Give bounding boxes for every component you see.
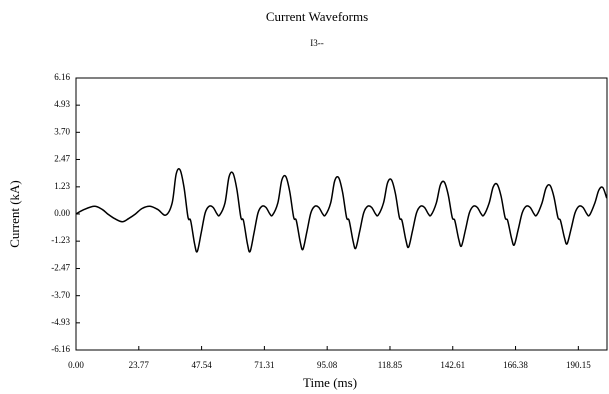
x-tick-label: 0.00 [68, 360, 84, 370]
y-axis-label: Current (kA) [7, 180, 22, 248]
x-axis-label: Time (ms) [303, 375, 357, 390]
x-tick-label: 23.77 [129, 360, 150, 370]
chart-title: Current Waveforms [266, 9, 368, 24]
waveform-line [75, 168, 608, 253]
y-tick-label: -2.47 [51, 263, 70, 273]
y-tick-label: 0.00 [54, 208, 70, 218]
y-tick-label: 1.23 [54, 181, 70, 191]
x-tick-label: 95.08 [317, 360, 338, 370]
y-tick-label: 6.16 [54, 72, 70, 82]
y-tick-label: -6.16 [51, 344, 70, 354]
chart-subtitle: I3-- [310, 38, 324, 48]
y-tick-label: -3.70 [51, 290, 70, 300]
y-tick-label: -1.23 [51, 235, 70, 245]
x-tick-label: 47.54 [191, 360, 212, 370]
plot-frame [75, 77, 608, 351]
x-tick-label: 166.38 [503, 360, 528, 370]
y-tick-label: 3.70 [54, 126, 70, 136]
x-tick-label: 190.15 [566, 360, 591, 370]
x-tick-label: 71.31 [254, 360, 274, 370]
y-tick-label: 4.93 [54, 99, 70, 109]
x-tick-label: 118.85 [378, 360, 403, 370]
x-tick-label: 142.61 [440, 360, 465, 370]
y-tick-label: -4.93 [51, 317, 70, 327]
y-tick-label: 2.47 [54, 154, 70, 164]
